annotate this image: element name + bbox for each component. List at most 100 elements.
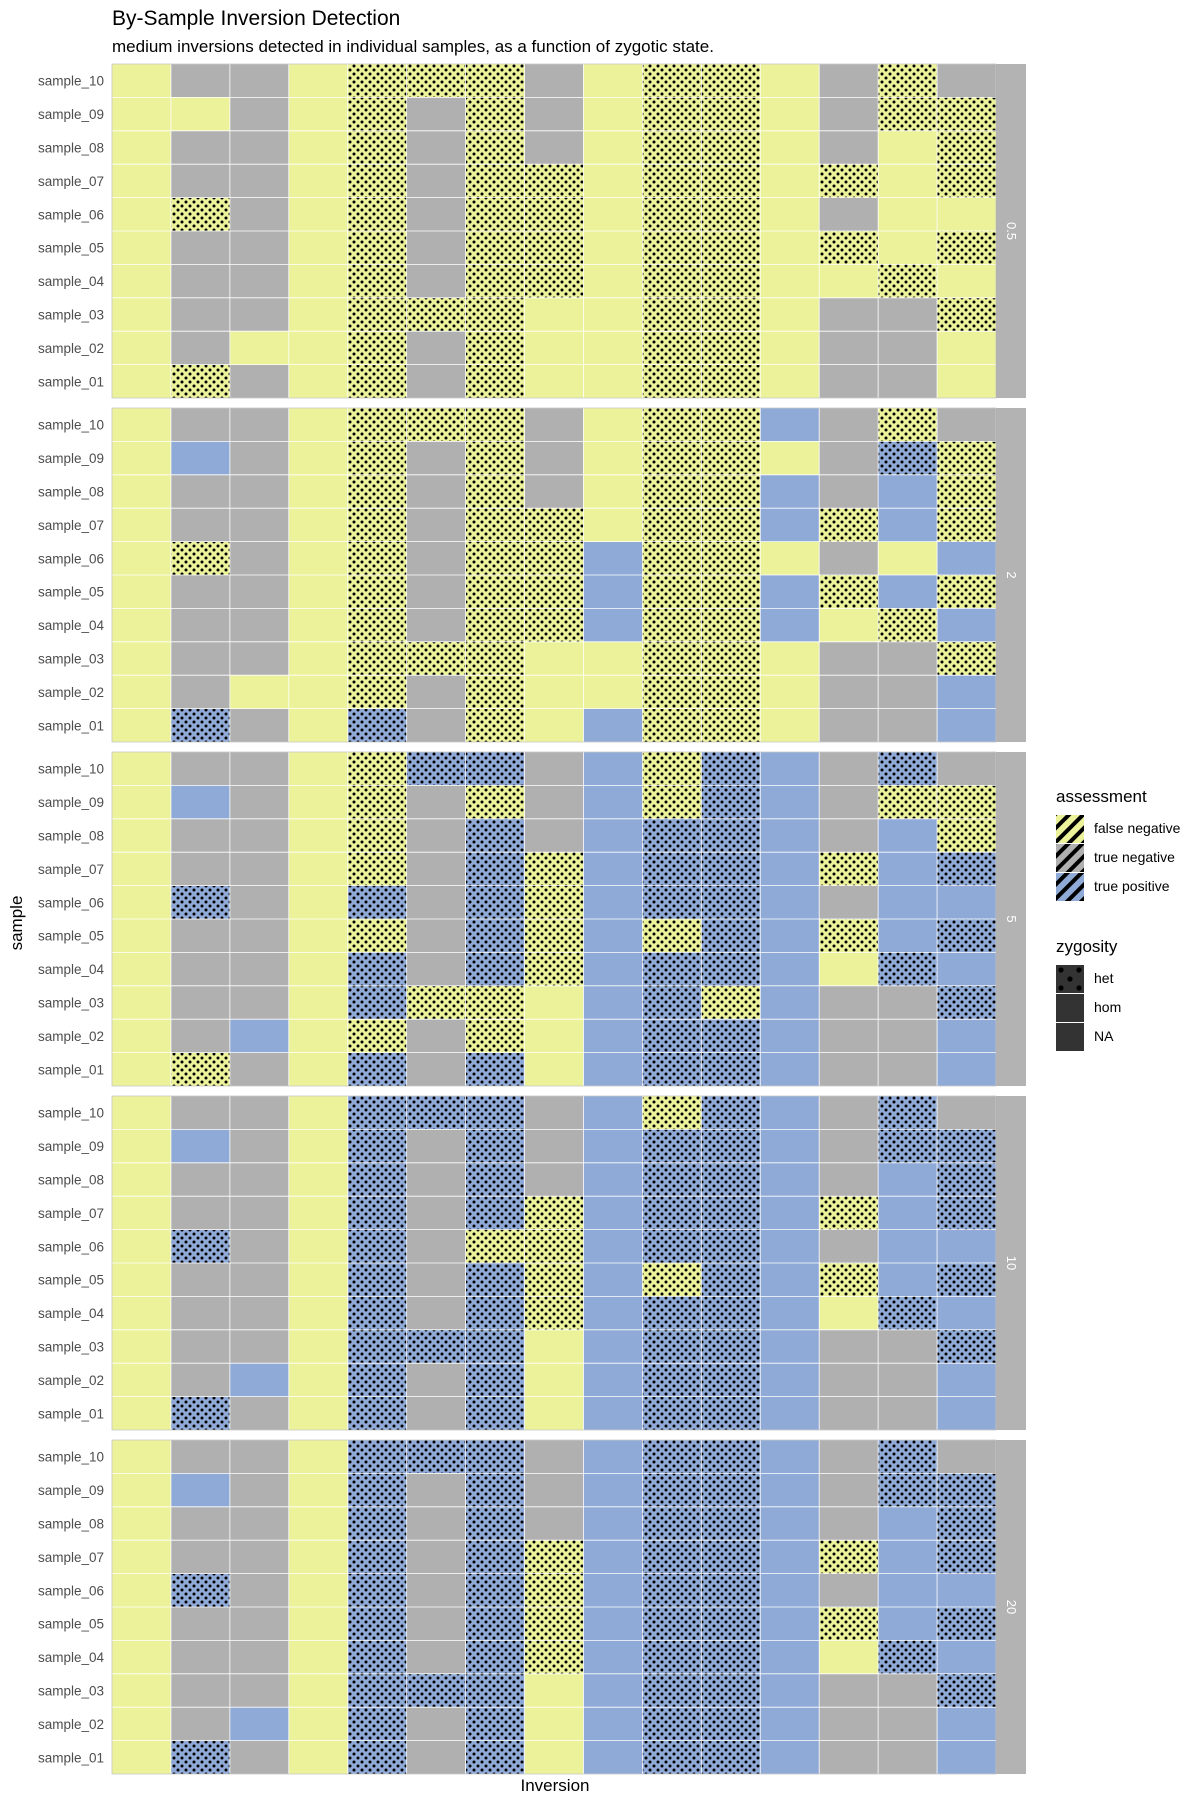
legend-zygosity: zygosity het hom NA bbox=[1056, 937, 1121, 1051]
het-dot-overlay bbox=[347, 785, 407, 819]
heatmap-cell bbox=[406, 474, 466, 509]
y-tick-label: sample_08 bbox=[38, 141, 104, 156]
het-dot-overlay bbox=[465, 708, 525, 742]
het-dot-overlay bbox=[406, 1329, 466, 1364]
heatmap-cell bbox=[524, 1052, 584, 1086]
heatmap-cell bbox=[288, 64, 348, 98]
het-dot-overlay bbox=[701, 1229, 761, 1263]
heatmap-cell bbox=[760, 785, 820, 819]
legend-key-stripes bbox=[1056, 815, 1084, 843]
het-dot-overlay bbox=[642, 297, 702, 332]
heatmap-cell bbox=[524, 1673, 584, 1708]
heatmap-cell bbox=[112, 297, 171, 332]
heatmap-cell bbox=[229, 474, 289, 509]
het-dot-overlay bbox=[701, 364, 761, 398]
heatmap-cell bbox=[878, 1540, 938, 1574]
het-dot-overlay bbox=[347, 408, 407, 442]
het-dot-overlay bbox=[642, 1229, 702, 1263]
het-dot-overlay bbox=[878, 952, 938, 986]
heatmap-cell bbox=[524, 1506, 584, 1541]
heatmap-cell bbox=[406, 331, 466, 365]
het-dot-overlay bbox=[465, 952, 525, 986]
legend-assessment-key-true-positive bbox=[1056, 873, 1084, 901]
het-dot-overlay bbox=[642, 1473, 702, 1507]
heatmap-cell bbox=[229, 919, 289, 953]
heatmap-cell bbox=[819, 785, 879, 819]
heatmap-cell bbox=[878, 1019, 938, 1053]
heatmap-cell bbox=[583, 1473, 643, 1507]
heatmap-cell bbox=[288, 1329, 348, 1364]
y-tick-label: sample_02 bbox=[38, 1373, 104, 1388]
het-dot-overlay bbox=[347, 364, 407, 398]
heatmap-cell bbox=[524, 985, 584, 1020]
heatmap-cell bbox=[878, 474, 938, 509]
y-tick-label: sample_06 bbox=[38, 1239, 104, 1254]
het-dot-overlay bbox=[701, 1540, 761, 1574]
heatmap-cell bbox=[406, 1363, 466, 1397]
heatmap-cell bbox=[937, 408, 996, 442]
het-dot-overlay bbox=[701, 1396, 761, 1430]
heatmap-cell bbox=[112, 408, 171, 442]
heatmap-cell bbox=[229, 785, 289, 819]
heatmap-cell bbox=[112, 474, 171, 509]
y-tick-label: sample_07 bbox=[38, 174, 104, 189]
heatmap-cell bbox=[524, 297, 584, 332]
het-dot-overlay bbox=[642, 1396, 702, 1430]
het-dot-overlay bbox=[642, 164, 702, 198]
heatmap-cell bbox=[288, 231, 348, 265]
het-dot-overlay bbox=[347, 752, 407, 786]
het-dot-overlay bbox=[701, 708, 761, 742]
het-dot-overlay bbox=[465, 164, 525, 198]
heatmap-cell bbox=[288, 331, 348, 365]
heatmap-cell bbox=[112, 64, 171, 98]
y-tick-label: sample_10 bbox=[38, 1450, 104, 1465]
legend-zygosity-title: zygosity bbox=[1056, 937, 1118, 956]
het-dot-overlay bbox=[642, 441, 702, 475]
het-dot-overlay bbox=[878, 64, 938, 98]
het-dot-overlay bbox=[524, 541, 584, 575]
heatmap-cell bbox=[819, 1640, 879, 1674]
heatmap-cell bbox=[170, 985, 230, 1020]
heatmap-cell bbox=[229, 408, 289, 442]
het-dot-overlay bbox=[937, 1196, 996, 1230]
legend-assessment-key-true-negative bbox=[1056, 844, 1084, 872]
heatmap-cell bbox=[288, 97, 348, 131]
het-dot-overlay bbox=[819, 575, 879, 609]
het-dot-overlay bbox=[642, 197, 702, 231]
y-tick-label: sample_02 bbox=[38, 685, 104, 700]
heatmap-cell bbox=[288, 297, 348, 332]
het-dot-overlay bbox=[465, 1540, 525, 1574]
heatmap-cell bbox=[760, 608, 820, 642]
heatmap-cell bbox=[112, 441, 171, 475]
heatmap-cell bbox=[878, 1607, 938, 1641]
legend-zygosity-key-na bbox=[1056, 1023, 1084, 1051]
het-dot-overlay bbox=[937, 818, 996, 853]
het-dot-overlay bbox=[347, 1396, 407, 1430]
het-dot-overlay bbox=[701, 1263, 761, 1297]
heatmap-cell bbox=[288, 364, 348, 398]
heatmap-cell bbox=[760, 1707, 820, 1741]
het-dot-overlay bbox=[642, 1506, 702, 1541]
heatmap-cell bbox=[170, 297, 230, 332]
het-dot-overlay bbox=[347, 231, 407, 265]
heatmap-cell bbox=[937, 264, 996, 298]
legend-zygosity-key-het bbox=[1056, 965, 1084, 993]
het-dot-overlay bbox=[465, 474, 525, 509]
het-dot-overlay bbox=[701, 1640, 761, 1674]
heatmap-cell bbox=[524, 1740, 584, 1774]
het-dot-overlay bbox=[642, 1019, 702, 1053]
het-dot-overlay bbox=[347, 818, 407, 853]
heatmap-cell bbox=[760, 64, 820, 98]
het-dot-overlay bbox=[701, 264, 761, 298]
het-dot-overlay bbox=[465, 818, 525, 853]
heatmap-cell bbox=[878, 231, 938, 265]
heatmap-cell bbox=[112, 1096, 171, 1130]
heatmap-cell bbox=[583, 364, 643, 398]
heatmap-cell bbox=[406, 885, 466, 919]
heatmap-cell bbox=[112, 708, 171, 742]
heatmap-cell bbox=[112, 1396, 171, 1430]
het-dot-overlay bbox=[465, 508, 525, 542]
het-dot-overlay bbox=[524, 608, 584, 642]
heatmap-cell bbox=[524, 474, 584, 509]
legend-assessment-label-true-positive: true positive bbox=[1094, 878, 1170, 894]
